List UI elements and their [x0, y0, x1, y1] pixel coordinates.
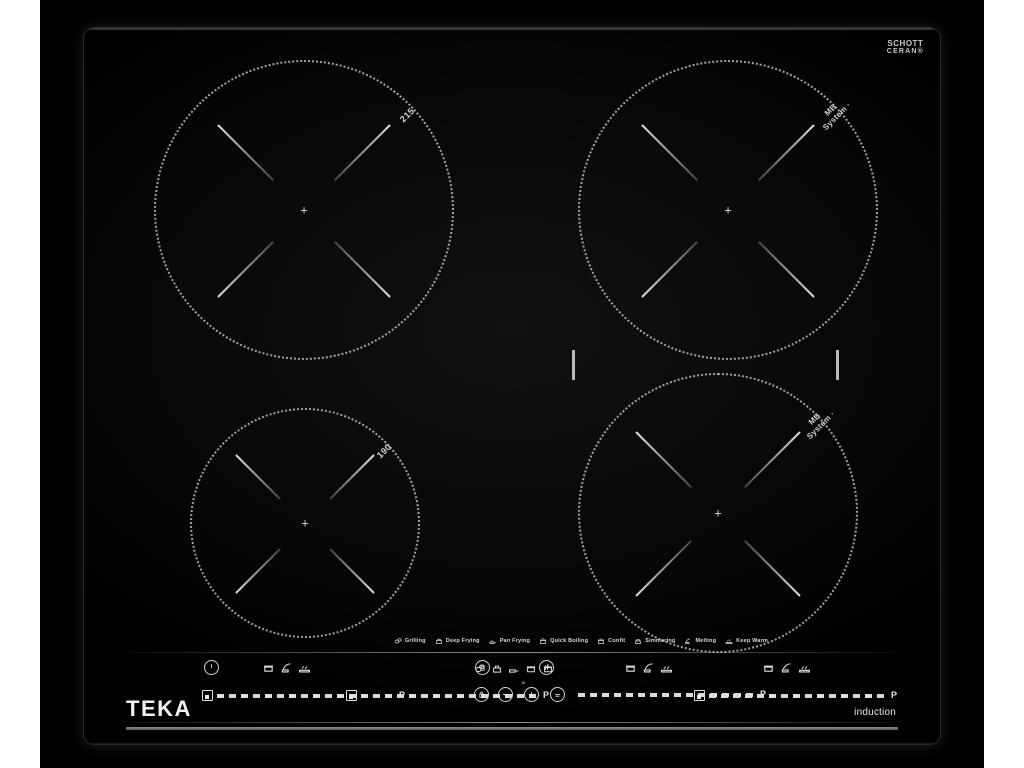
zone-center-cross: +	[724, 202, 732, 218]
cooking-function-legend: Grilling Deep Frying Pan Frying	[84, 632, 940, 650]
control-panel-divider-bottom	[130, 722, 894, 723]
slider-track[interactable]	[709, 693, 887, 698]
functions-front-right[interactable]	[762, 661, 811, 674]
cooking-zone-front-left[interactable]: + 190	[190, 408, 420, 638]
melting-icon	[643, 663, 653, 673]
slider-max-label: P	[891, 690, 898, 700]
hob-front-edge-trim	[126, 727, 898, 730]
control-panel-divider-top	[130, 652, 894, 653]
legend-label: Simmering	[645, 638, 676, 644]
melting-icon	[685, 638, 691, 644]
induction-hob-glass: SCHOTT CERAN® + 215 + MB System ·	[84, 28, 940, 744]
simmering-icon	[635, 639, 642, 644]
legend-item-keep-warm: Keep Warm	[725, 637, 768, 645]
cooking-zone-rear-left[interactable]: + 215	[154, 60, 454, 360]
key-lock-indicator[interactable]	[475, 660, 490, 675]
slider-front-right[interactable]: P	[694, 690, 897, 701]
teka-brand-logo: TEKA	[126, 696, 192, 721]
pan-frying-icon	[509, 669, 519, 673]
zone-dotted-ring	[190, 408, 420, 638]
slider-zone-marker	[346, 690, 357, 701]
legend-item-melting: Melting	[684, 637, 716, 645]
slider-max-label: P	[543, 690, 550, 700]
legend-label: Deep Frying	[445, 638, 480, 644]
legend-label: Pan Frying	[499, 638, 531, 644]
ceran-line2: CERAN®	[886, 48, 924, 56]
lock-icon	[479, 691, 484, 698]
cooking-zone-rear-right[interactable]: + MB System ·	[578, 60, 878, 360]
zone-dotted-ring	[578, 60, 878, 360]
deep-frying-icon	[493, 665, 501, 673]
deep-frying-icon	[435, 638, 442, 644]
functions-left[interactable]	[262, 661, 311, 674]
quick-boiling-icon	[540, 638, 547, 644]
melting-icon	[781, 663, 791, 673]
zone-center-cross: +	[300, 202, 308, 218]
cooking-zone-front-right[interactable]: + MB System ·	[578, 373, 858, 653]
legend-item-quick-boiling: Quick Boiling	[539, 637, 588, 645]
minus-icon	[503, 694, 508, 695]
power-button[interactable]	[204, 660, 219, 675]
background-gutter-right	[984, 0, 1024, 768]
slider-track[interactable]	[361, 693, 539, 698]
slider-track[interactable]	[578, 692, 756, 697]
legend-item-simmering: Simmering	[634, 637, 675, 645]
legend-item-pan-frying: Pan Frying	[489, 637, 530, 645]
pan-frying-icon	[489, 640, 496, 644]
melting-icon	[281, 663, 291, 673]
induction-label: induction	[854, 707, 896, 718]
plus-button[interactable]	[524, 687, 539, 702]
pause-button[interactable]	[539, 660, 554, 675]
keep-warm-icon	[725, 639, 733, 644]
keep-warm-icon	[299, 666, 310, 673]
zone-dotted-ring	[154, 60, 454, 360]
keep-warm-icon	[661, 666, 672, 673]
pause-icon	[545, 665, 548, 670]
slider-zone-marker	[694, 690, 705, 701]
minus-button[interactable]	[498, 687, 513, 702]
legend-label: Grilling	[404, 638, 426, 644]
slider-track[interactable]	[217, 693, 395, 698]
legend-label: Keep Warm	[736, 638, 768, 644]
slider-rear-left[interactable]: P	[346, 690, 549, 701]
legend-item-grilling: Grilling	[394, 637, 426, 645]
plus-icon	[529, 692, 534, 697]
bridge-button[interactable]	[550, 687, 565, 702]
legend-label: Melting	[695, 638, 717, 644]
lock-icon	[480, 664, 485, 671]
legend-item-confit: Confit	[597, 637, 625, 645]
confit-icon	[598, 638, 605, 644]
background-gutter-left	[0, 0, 40, 768]
zone-center-cross: +	[301, 515, 309, 531]
power-icon	[211, 664, 212, 668]
legend-item-deep-frying: Deep Frying	[435, 637, 480, 645]
bridge-icon	[554, 694, 561, 697]
bridge-separator-left	[572, 350, 575, 380]
child-lock-button[interactable]	[474, 687, 489, 702]
control-panel: P	[84, 654, 940, 720]
zone-center-cross: +	[714, 505, 722, 521]
bridge-separator-right	[836, 350, 839, 380]
quick-boiling-icon	[764, 665, 773, 672]
legend-label: Quick Boiling	[550, 638, 589, 644]
legend-label: Confit	[608, 638, 626, 644]
keep-warm-icon	[799, 666, 810, 673]
quick-boiling-icon	[264, 665, 273, 672]
grilling-icon	[394, 638, 402, 644]
schott-ceran-logo: SCHOTT CERAN®	[886, 39, 924, 56]
ceran-line1: SCHOTT	[887, 39, 924, 48]
quick-boiling-icon	[626, 665, 635, 672]
slider-zone-marker	[202, 690, 213, 701]
timer-degree-badge: °	[522, 682, 525, 689]
functions-rear-right[interactable]	[624, 661, 673, 674]
quick-boiling-icon	[526, 666, 536, 673]
